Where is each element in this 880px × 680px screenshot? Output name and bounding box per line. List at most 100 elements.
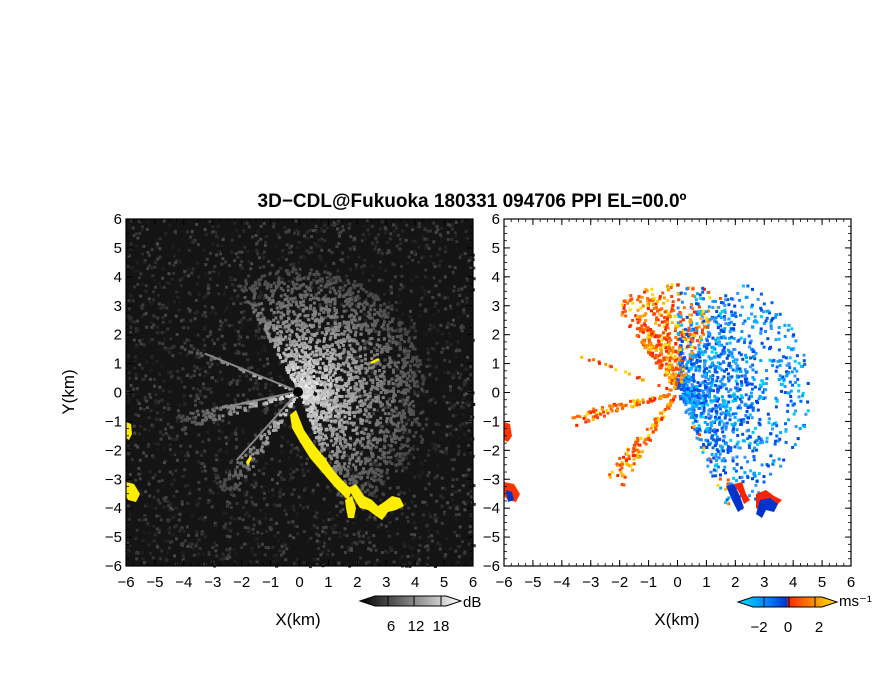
noise-cell bbox=[426, 474, 430, 478]
noise-cell bbox=[344, 276, 347, 279]
echo-cell bbox=[322, 437, 326, 441]
noise-cell bbox=[216, 492, 220, 496]
echo-cell bbox=[370, 350, 373, 354]
noise-cell bbox=[248, 388, 252, 392]
echo-cell bbox=[363, 357, 367, 361]
echo-cell bbox=[342, 309, 346, 313]
noise-cell bbox=[365, 530, 369, 533]
noise-cell bbox=[262, 409, 266, 413]
noise-cell bbox=[250, 500, 254, 504]
echo-cell bbox=[326, 326, 330, 330]
echo-cell bbox=[343, 330, 347, 333]
noise-cell bbox=[418, 475, 422, 478]
echo-cell bbox=[354, 474, 358, 478]
noise-cell bbox=[426, 453, 430, 457]
noise-cell bbox=[437, 444, 441, 448]
echo-cell bbox=[314, 362, 318, 366]
noise-cell bbox=[329, 525, 333, 529]
noise-cell bbox=[207, 499, 211, 503]
echo-cell bbox=[379, 314, 383, 318]
noise-cell bbox=[419, 462, 423, 465]
noise-cell bbox=[352, 521, 356, 525]
noise-cell bbox=[445, 342, 449, 346]
echo-cell bbox=[280, 302, 284, 306]
noise-cell bbox=[438, 547, 442, 551]
noise-cell bbox=[243, 526, 247, 529]
noise-cell bbox=[368, 364, 372, 368]
noise-cell bbox=[426, 556, 430, 560]
noise-cell bbox=[454, 518, 458, 522]
noise-cell bbox=[421, 224, 425, 228]
echo-cell bbox=[269, 308, 273, 312]
noise-cell bbox=[263, 491, 266, 495]
noise-cell bbox=[448, 547, 452, 551]
noise-cell bbox=[259, 224, 263, 228]
echo-cell bbox=[349, 386, 353, 390]
noise-cell bbox=[349, 235, 353, 238]
echo-cell bbox=[392, 409, 396, 413]
echo-cell bbox=[336, 450, 340, 454]
noise-cell bbox=[384, 231, 387, 235]
noise-cell bbox=[140, 338, 144, 341]
noise-cell bbox=[441, 399, 445, 403]
noise-cell bbox=[286, 362, 290, 366]
echo-cell bbox=[383, 446, 387, 449]
noise-cell bbox=[324, 546, 328, 550]
echo-cell bbox=[318, 437, 322, 441]
echo-cell bbox=[399, 327, 403, 331]
echo-cell bbox=[345, 473, 349, 477]
echo-cell bbox=[376, 394, 380, 398]
noise-cell bbox=[220, 244, 224, 248]
noise-cell bbox=[206, 501, 210, 504]
echo-cell bbox=[318, 279, 322, 283]
echo-cell bbox=[236, 411, 239, 415]
noise-cell bbox=[292, 488, 296, 492]
noise-cell bbox=[340, 545, 344, 549]
echo-cell bbox=[375, 362, 379, 365]
noise-cell bbox=[421, 427, 425, 431]
noise-cell bbox=[195, 450, 199, 454]
echo-cell bbox=[349, 369, 353, 373]
noise-cell bbox=[132, 320, 136, 324]
noise-cell bbox=[369, 321, 373, 325]
noise-cell bbox=[439, 544, 443, 547]
echo-cell bbox=[291, 362, 295, 366]
noise-cell bbox=[467, 437, 471, 441]
echo-cell bbox=[305, 324, 309, 328]
echo-cell bbox=[385, 430, 389, 433]
noise-cell bbox=[180, 502, 184, 506]
echo-cell bbox=[281, 288, 285, 292]
echo-cell bbox=[399, 414, 403, 418]
echo-cell bbox=[383, 412, 387, 416]
noise-cell bbox=[429, 324, 433, 328]
echo-cell bbox=[393, 437, 397, 440]
echo-cell bbox=[304, 343, 308, 347]
noise-cell bbox=[171, 245, 175, 249]
noise-cell bbox=[427, 400, 431, 403]
noise-cell bbox=[440, 226, 444, 230]
echo-cell bbox=[400, 391, 404, 394]
echo-cell bbox=[223, 488, 227, 492]
noise-cell bbox=[139, 294, 143, 298]
echo-cell bbox=[312, 375, 316, 379]
noise-cell bbox=[461, 540, 464, 544]
echo-cell bbox=[382, 375, 386, 379]
noise-cell bbox=[154, 506, 158, 510]
noise-cell bbox=[263, 408, 267, 412]
echo-cell bbox=[407, 410, 411, 413]
echo-cell bbox=[341, 428, 345, 432]
noise-cell bbox=[134, 412, 138, 416]
noise-cell bbox=[454, 220, 458, 224]
noise-cell bbox=[417, 549, 421, 553]
echo-cell bbox=[296, 275, 300, 279]
noise-cell bbox=[167, 302, 171, 306]
noise-cell bbox=[159, 437, 163, 441]
noise-cell bbox=[192, 240, 196, 244]
noise-cell bbox=[161, 320, 165, 324]
echo-cell bbox=[272, 281, 276, 285]
noise-cell bbox=[224, 557, 227, 560]
noise-cell bbox=[420, 286, 424, 290]
noise-cell bbox=[237, 351, 241, 355]
echo-cell bbox=[322, 296, 326, 300]
echo-cell bbox=[374, 293, 378, 297]
